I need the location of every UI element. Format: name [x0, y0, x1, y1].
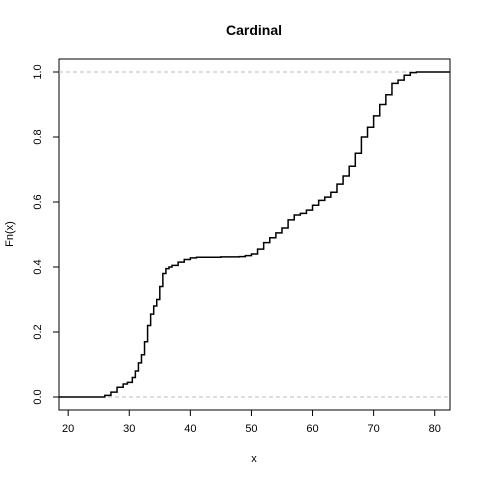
- x-axis-label: x: [251, 453, 257, 465]
- plot-frame: [58, 58, 451, 411]
- x-tick-label-2: 40: [184, 423, 196, 435]
- y-axis-label: Fn(x): [4, 221, 16, 247]
- y-tick-label-3: 0.6: [32, 194, 44, 209]
- x-tick-label-3: 50: [245, 423, 257, 435]
- x-tick-label-4: 60: [306, 423, 318, 435]
- y-axis: 0.0 0.2 0.4 0.6 0.8 1.0: [32, 64, 59, 405]
- chart-title: Cardinal: [226, 22, 282, 38]
- y-tick-label-4: 0.8: [32, 129, 44, 144]
- y-tick-label-2: 0.4: [32, 259, 44, 274]
- series-layer: [59, 71, 450, 398]
- reference-lines: [59, 71, 450, 398]
- y-tick-label-0: 0.0: [32, 389, 44, 404]
- series-line-0: [59, 71, 450, 398]
- x-tick-label-0: 20: [62, 423, 74, 435]
- y-tick-label-1: 0.2: [32, 324, 44, 339]
- x-tick-label-1: 30: [123, 423, 135, 435]
- x-axis: 20 30 40 50 60 70 80: [62, 410, 441, 435]
- x-tick-label-6: 80: [429, 423, 441, 435]
- x-tick-label-5: 70: [368, 423, 380, 435]
- y-tick-label-5: 1.0: [32, 64, 44, 79]
